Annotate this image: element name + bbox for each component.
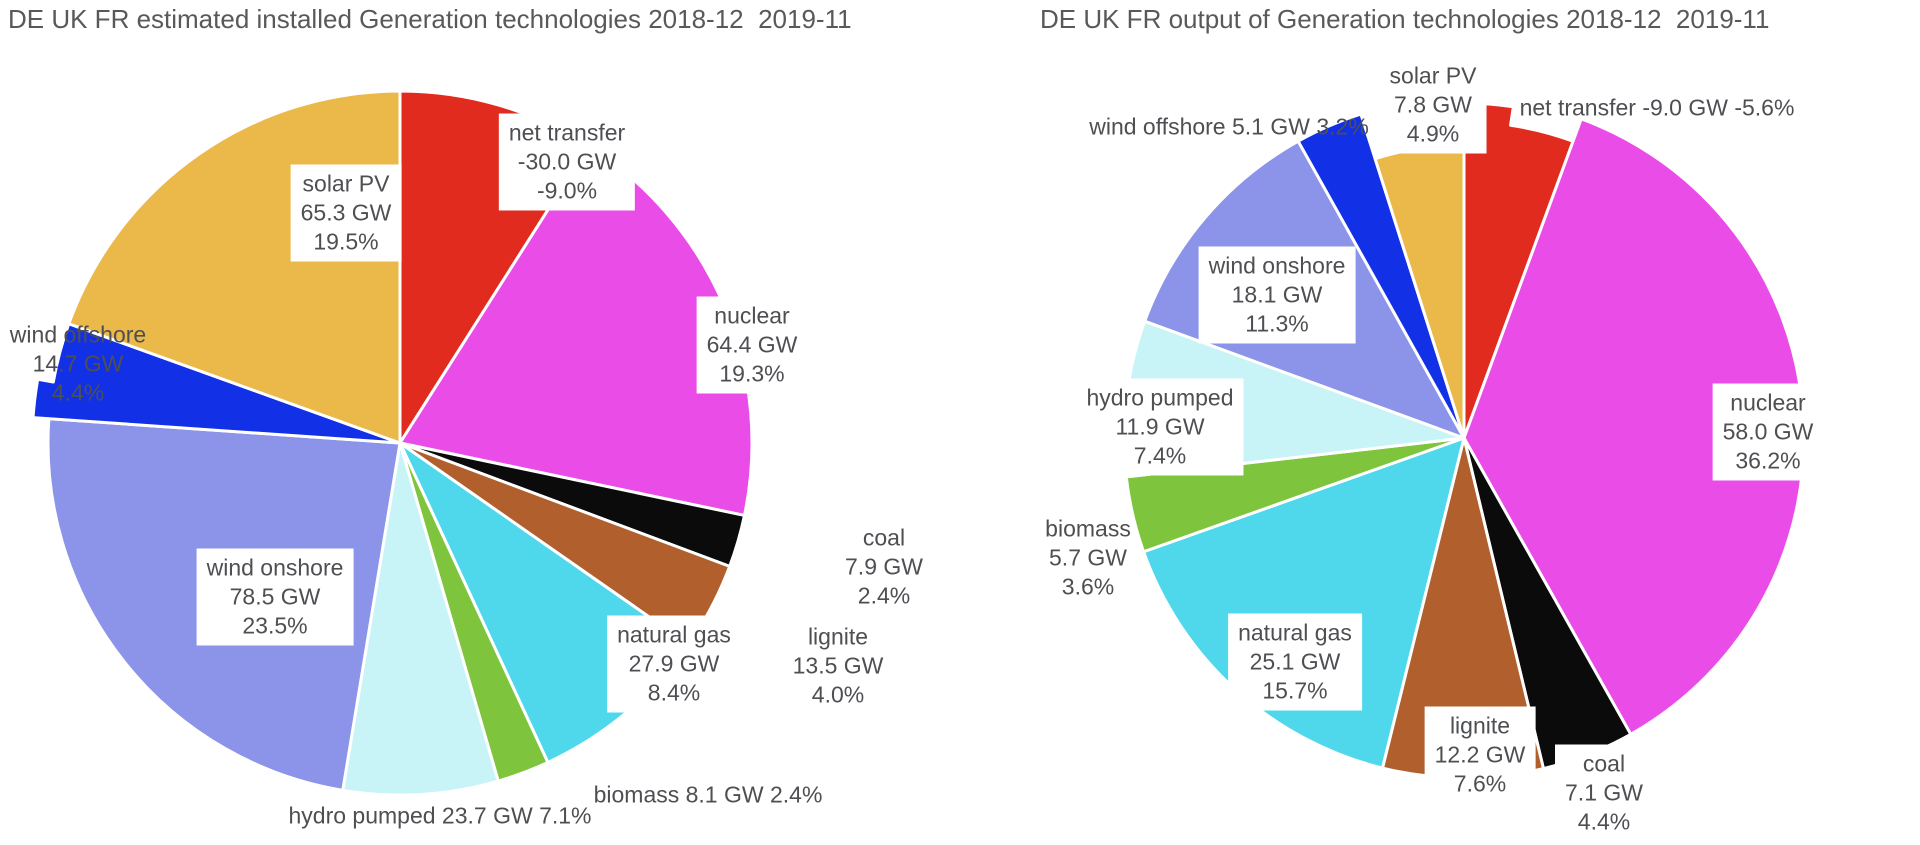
label-installed-hydro-pumped: hydro pumped 23.7 GW 7.1% (288, 802, 592, 829)
label-installed-net-transfer: net transfer -30.0 GW -9.0% (498, 113, 636, 211)
label-output-hydro-pumped: hydro pumped 11.9 GW 7.4% (1076, 378, 1244, 476)
output-pie (1122, 101, 1806, 780)
label-output-net-transfer: net transfer -9.0 GW -5.6% (1519, 94, 1795, 121)
installed-chart-title: DE UK FR estimated installed Generation … (8, 4, 852, 34)
label-installed-biomass: biomass 8.1 GW 2.4% (593, 781, 823, 808)
label-output-biomass: biomass 5.7 GW 3.6% (1045, 515, 1131, 600)
label-output-wind-offshore: wind offshore 5.1 GW 3.2% (1089, 113, 1369, 140)
label-output-nuclear: nuclear 58.0 GW 36.2% (1712, 383, 1824, 481)
label-installed-coal: coal 7.9 GW 2.4% (845, 524, 923, 609)
label-output-coal: coal 7.1 GW 4.4% (1555, 744, 1653, 842)
label-output-natural-gas: natural gas 25.1 GW 15.7% (1228, 613, 1362, 711)
label-installed-wind-offshore: wind offshore 14.7 GW 4.4% (9, 321, 147, 406)
label-output-wind-onshore: wind onshore 18.1 GW 11.3% (1198, 246, 1356, 344)
label-installed-lignite: lignite 13.5 GW 4.0% (792, 623, 884, 708)
label-installed-natural-gas: natural gas 27.9 GW 8.4% (607, 615, 741, 713)
output-chart-title: DE UK FR output of Generation technologi… (1040, 4, 1770, 34)
label-installed-nuclear: nuclear 64.4 GW 19.3% (696, 296, 808, 394)
label-output-lignite: lignite 12.2 GW 7.6% (1424, 706, 1536, 804)
slice-installed-wind-offshore[interactable] (31, 322, 402, 445)
slice-installed-hydro-pumped[interactable] (341, 441, 500, 797)
label-installed-solar-pv: solar PV 65.3 GW 19.5% (290, 164, 402, 262)
slice-output-wind-offshore[interactable] (1296, 112, 1466, 440)
label-output-solar-pv: solar PV 7.8 GW 4.9% (1379, 56, 1487, 154)
label-installed-wind-onshore: wind onshore 78.5 GW 23.5% (196, 548, 354, 646)
